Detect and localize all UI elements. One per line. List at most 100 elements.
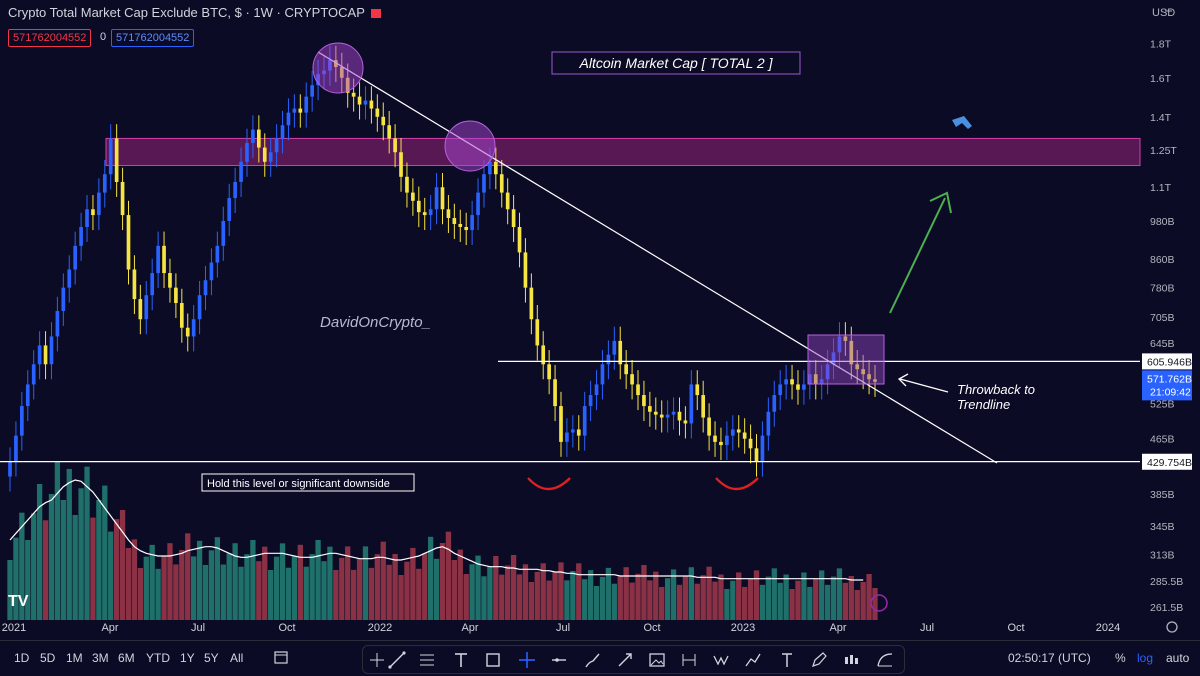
volume-bar bbox=[149, 544, 155, 620]
timeframe-3m[interactable]: 3M bbox=[92, 651, 109, 665]
candle-body bbox=[304, 96, 309, 113]
candle-body bbox=[713, 435, 717, 442]
date-range-icon[interactable] bbox=[679, 650, 699, 670]
curve-icon[interactable] bbox=[875, 650, 895, 670]
volume-bar bbox=[558, 562, 564, 620]
volume-bar bbox=[232, 543, 238, 620]
volume-bar bbox=[291, 556, 298, 620]
y-tick-label: 645B bbox=[1150, 338, 1175, 350]
candle-body bbox=[867, 374, 871, 380]
candle-body bbox=[422, 212, 427, 216]
cross-tool-icon[interactable] bbox=[517, 650, 537, 670]
volume-bar bbox=[113, 519, 120, 620]
bottom-arc bbox=[715, 477, 759, 491]
volume-bar bbox=[339, 557, 345, 620]
volume-bar bbox=[813, 578, 819, 620]
volume-bar bbox=[380, 541, 386, 620]
volume-bar bbox=[819, 570, 825, 620]
currency-label: USD bbox=[1152, 7, 1175, 19]
y-tick-label: 1.1T bbox=[1150, 182, 1172, 194]
candle-body bbox=[440, 187, 445, 210]
level-price-label: 429.754B bbox=[1147, 457, 1192, 469]
y-tick-label: 385B bbox=[1150, 489, 1175, 501]
timeframe-1m[interactable]: 1M bbox=[66, 651, 83, 665]
y-tick-label: 780B bbox=[1150, 283, 1175, 295]
volume-bar bbox=[321, 561, 327, 620]
timeframe-all[interactable]: All bbox=[230, 651, 244, 665]
timeframe-6m[interactable]: 6M bbox=[118, 651, 135, 665]
log-toggle[interactable]: log bbox=[1137, 651, 1154, 665]
volume-bar bbox=[694, 583, 700, 620]
candle-body bbox=[665, 414, 670, 418]
horizontal-ray-icon[interactable] bbox=[549, 650, 569, 670]
text-icon[interactable] bbox=[777, 650, 797, 670]
clock-readout[interactable]: 02:50:17 (UTC) bbox=[1008, 651, 1091, 665]
chart-area[interactable]: 2021 Apr Jul Oct 2022 Apr Jul Oct 2023 Apr Jul Oct 2… bbox=[0, 0, 1200, 640]
volume-bar bbox=[771, 568, 777, 620]
candle-body bbox=[286, 112, 291, 126]
candle-body bbox=[369, 100, 374, 109]
upside-arrow-head bbox=[929, 191, 952, 214]
throwback-arrow-head bbox=[897, 373, 909, 387]
volume-bar bbox=[60, 500, 66, 620]
candle-body bbox=[618, 340, 623, 365]
candle-body bbox=[636, 384, 640, 396]
timeframe-5d[interactable]: 5D bbox=[40, 651, 56, 665]
auto-toggle[interactable]: auto bbox=[1166, 651, 1190, 665]
chart-title: Altcoin Market Cap [ TOTAL 2 ] bbox=[579, 55, 774, 71]
rectangle-icon[interactable] bbox=[483, 650, 503, 670]
volume-bar bbox=[866, 574, 872, 620]
candle-body bbox=[730, 429, 735, 436]
candle-body bbox=[464, 226, 469, 231]
timeframe-1y[interactable]: 1Y bbox=[180, 651, 195, 665]
volume-bar bbox=[653, 571, 659, 620]
volume-bar bbox=[801, 572, 807, 620]
text-tool-icon[interactable] bbox=[451, 650, 471, 670]
volume-bar bbox=[457, 549, 463, 620]
candle-body bbox=[493, 161, 498, 175]
trendline-icon[interactable] bbox=[387, 650, 407, 670]
candle-body bbox=[73, 245, 78, 270]
throwback-arrow bbox=[899, 378, 949, 393]
flag-icon[interactable] bbox=[370, 9, 381, 19]
candle-body bbox=[156, 245, 160, 274]
candle-body bbox=[67, 269, 72, 288]
volume-bar bbox=[125, 548, 132, 620]
volume-bar bbox=[747, 578, 754, 620]
candle-body bbox=[642, 395, 646, 407]
volume-bar bbox=[416, 568, 422, 620]
timeframe-5y[interactable]: 5Y bbox=[204, 651, 219, 665]
timeframe-1d[interactable]: 1D bbox=[14, 651, 30, 665]
candle-body bbox=[310, 85, 314, 97]
brush-icon[interactable] bbox=[583, 650, 603, 670]
volume-bar bbox=[647, 580, 653, 620]
y-tick-label: 1.4T bbox=[1150, 112, 1172, 124]
percent-toggle[interactable]: % bbox=[1115, 651, 1126, 665]
fib-icon[interactable] bbox=[417, 650, 437, 670]
volume-bar bbox=[392, 554, 398, 620]
volume-bar bbox=[463, 574, 469, 620]
crosshair-icon[interactable] bbox=[367, 650, 387, 670]
candle-body bbox=[434, 187, 439, 210]
volume-bar bbox=[167, 543, 173, 620]
volume-bar bbox=[736, 572, 742, 620]
timeframe-ytd[interactable]: YTD bbox=[146, 651, 170, 665]
x-tick-label: 2021 bbox=[2, 622, 26, 634]
candle-body bbox=[837, 336, 842, 353]
drawing-tools bbox=[362, 645, 905, 674]
x-tick-label: Oct bbox=[1007, 622, 1024, 634]
arrow-tool-icon[interactable] bbox=[615, 650, 635, 670]
pattern-icon[interactable] bbox=[711, 650, 731, 670]
volume-bar bbox=[374, 554, 380, 620]
pen-icon[interactable] bbox=[809, 650, 829, 670]
image-icon[interactable] bbox=[647, 650, 667, 670]
candle-body bbox=[239, 161, 243, 182]
path-icon[interactable] bbox=[743, 650, 763, 670]
candles-icon[interactable] bbox=[841, 650, 861, 670]
volume-bar bbox=[268, 570, 274, 620]
candle-body bbox=[102, 174, 107, 193]
volume-bar bbox=[830, 576, 837, 620]
volume-bar bbox=[611, 583, 617, 620]
volume-bar bbox=[712, 581, 718, 620]
calendar-icon[interactable] bbox=[274, 650, 288, 664]
